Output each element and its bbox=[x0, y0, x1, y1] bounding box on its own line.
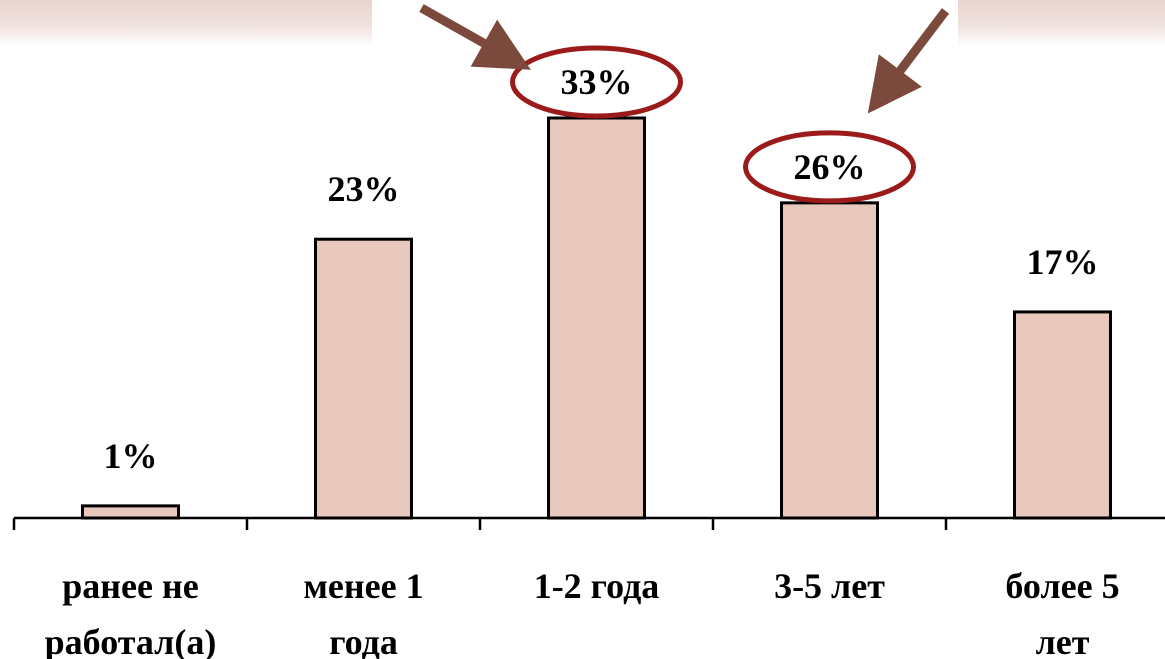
highlight-ellipse bbox=[743, 130, 916, 204]
header-band-right bbox=[958, 0, 1165, 46]
category-label: менее 1 bbox=[303, 566, 423, 606]
data-label: 1% bbox=[104, 436, 158, 476]
data-label: 23% bbox=[328, 169, 400, 209]
category-label: ранее не bbox=[62, 566, 198, 606]
bar bbox=[780, 201, 879, 520]
data-label: 17% bbox=[1027, 242, 1099, 282]
header-band-left bbox=[0, 0, 372, 46]
pointer-arrow bbox=[867, 8, 950, 114]
category-label: лет bbox=[1036, 622, 1090, 659]
category-label: 3-5 лет bbox=[774, 566, 885, 606]
bar bbox=[1013, 310, 1112, 520]
category-label: работал(а) bbox=[45, 622, 217, 659]
data-label: 26% bbox=[794, 147, 866, 187]
bar bbox=[314, 237, 413, 520]
category-label: года bbox=[329, 622, 398, 659]
highlight-ellipse bbox=[510, 45, 683, 119]
category-label: более 5 bbox=[1005, 566, 1119, 606]
pointer-arrow bbox=[419, 4, 531, 70]
category-label: 1-2 года bbox=[534, 566, 660, 606]
bar bbox=[81, 504, 180, 520]
bar bbox=[547, 116, 646, 520]
data-label: 33% bbox=[561, 62, 633, 102]
